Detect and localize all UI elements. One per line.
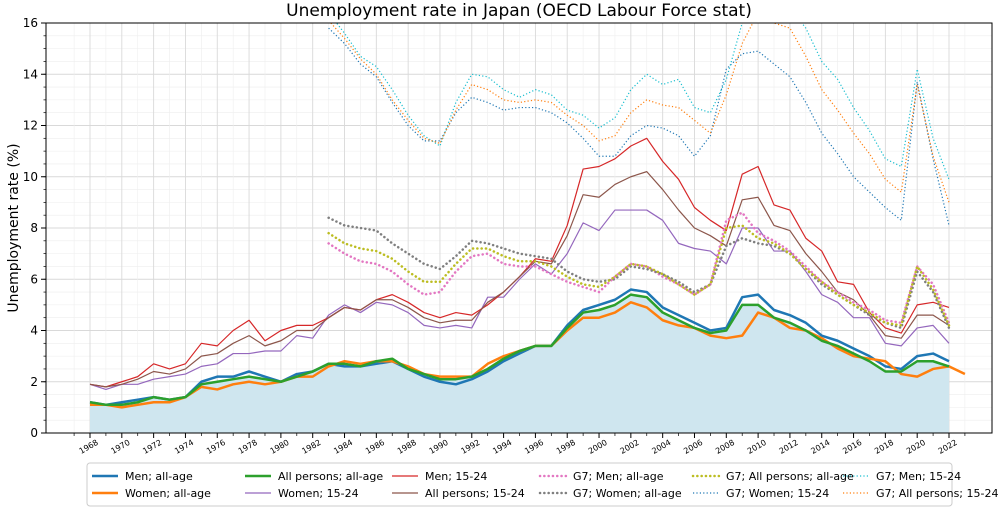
- y-tick-label: 8: [30, 221, 38, 235]
- x-tick-label: 1970: [109, 438, 131, 456]
- legend-label: All persons; 15-24: [425, 487, 525, 500]
- y-tick-label: 14: [23, 67, 38, 81]
- legend-label: G7; All persons; 15-24: [876, 487, 998, 500]
- x-tick-label: 1990: [428, 438, 450, 456]
- fill-layer: [90, 294, 949, 433]
- legend-label: G7; Women; 15-24: [726, 487, 829, 500]
- x-tick-label: 1996: [523, 438, 545, 456]
- x-tick-label: 1984: [332, 438, 354, 456]
- series-line-g7-all-persons-15-24: [330, 23, 950, 203]
- y-tick-label: 12: [23, 119, 38, 133]
- x-tick-label: 2018: [873, 438, 895, 456]
- x-tick-label: 1986: [364, 438, 386, 456]
- legend-label: Women; all-age: [125, 487, 211, 500]
- x-tick-label: 2022: [937, 438, 959, 456]
- legend-box: [86, 462, 953, 507]
- series-line-women-15-24: [89, 209, 950, 391]
- y-axis-label: Unemployment rate (%): [6, 143, 22, 312]
- series-line-all-persons-15-24: [89, 171, 950, 388]
- x-tick-label: 1994: [491, 438, 513, 456]
- y-tick-label: 2: [30, 375, 38, 389]
- chart-title: Unemployment rate in Japan (OECD Labour …: [286, 1, 752, 21]
- x-tick-label: 2010: [746, 438, 768, 456]
- legend-label: Men; 15-24: [425, 470, 487, 483]
- legend-label: G7; Women; all-age: [573, 487, 682, 500]
- legend-label: Men; all-age: [125, 470, 193, 483]
- x-tick-label: 2006: [682, 438, 704, 456]
- series-line-men-all-age: [89, 288, 950, 407]
- x-tick-label: 1998: [555, 438, 577, 456]
- series-line-all-persons-all-age: [89, 293, 950, 407]
- x-tick-label: 2012: [778, 438, 800, 456]
- x-tick-label: 1992: [459, 438, 481, 456]
- y-tick-label: 6: [30, 272, 38, 286]
- x-tick-label: 2014: [809, 438, 831, 456]
- x-tick-label: 2016: [841, 438, 863, 456]
- x-tick-label: 1988: [396, 438, 418, 456]
- x-tick-label: 2020: [905, 438, 927, 456]
- x-axis: 1968 1970 1972 1974 1976 1978 1980 1982 1984 1986…: [73, 433, 966, 456]
- legend-label: All persons; all-age: [278, 470, 383, 483]
- y-tick-label: 16: [23, 16, 38, 30]
- x-tick-label: 2000: [587, 438, 609, 456]
- x-tick-label: 1976: [205, 438, 227, 456]
- x-tick-label: 2002: [619, 438, 641, 456]
- x-tick-label: 1982: [300, 438, 322, 456]
- legend-label: G7; All persons; all-age: [726, 470, 854, 483]
- legend: Men; all-age Women; all-age All persons; a…: [86, 462, 998, 507]
- legend-label: G7; Men; all-age: [573, 470, 664, 483]
- x-tick-label: 1972: [141, 438, 163, 456]
- x-tick-label: 1980: [269, 438, 291, 456]
- series-line-g7-all-persons-all-age: [327, 224, 951, 327]
- y-tick-label: 0: [30, 426, 38, 440]
- legend-label: G7; Men; 15-24: [876, 470, 961, 483]
- x-tick-label: 1974: [173, 438, 195, 456]
- y-tick-label: 10: [23, 170, 38, 184]
- series-layer: [89, 23, 966, 409]
- x-tick-label: 2008: [714, 438, 736, 456]
- legend-label: Women; 15-24: [278, 487, 359, 500]
- y-tick-label: 4: [30, 324, 38, 338]
- x-tick-label: 1968: [78, 438, 100, 456]
- x-tick-label: 2004: [650, 438, 672, 456]
- area-fill: [90, 294, 949, 433]
- x-tick-label: 1978: [237, 438, 259, 456]
- y-axis: 0 2 4 6 8 10 12 14 16: [23, 16, 46, 440]
